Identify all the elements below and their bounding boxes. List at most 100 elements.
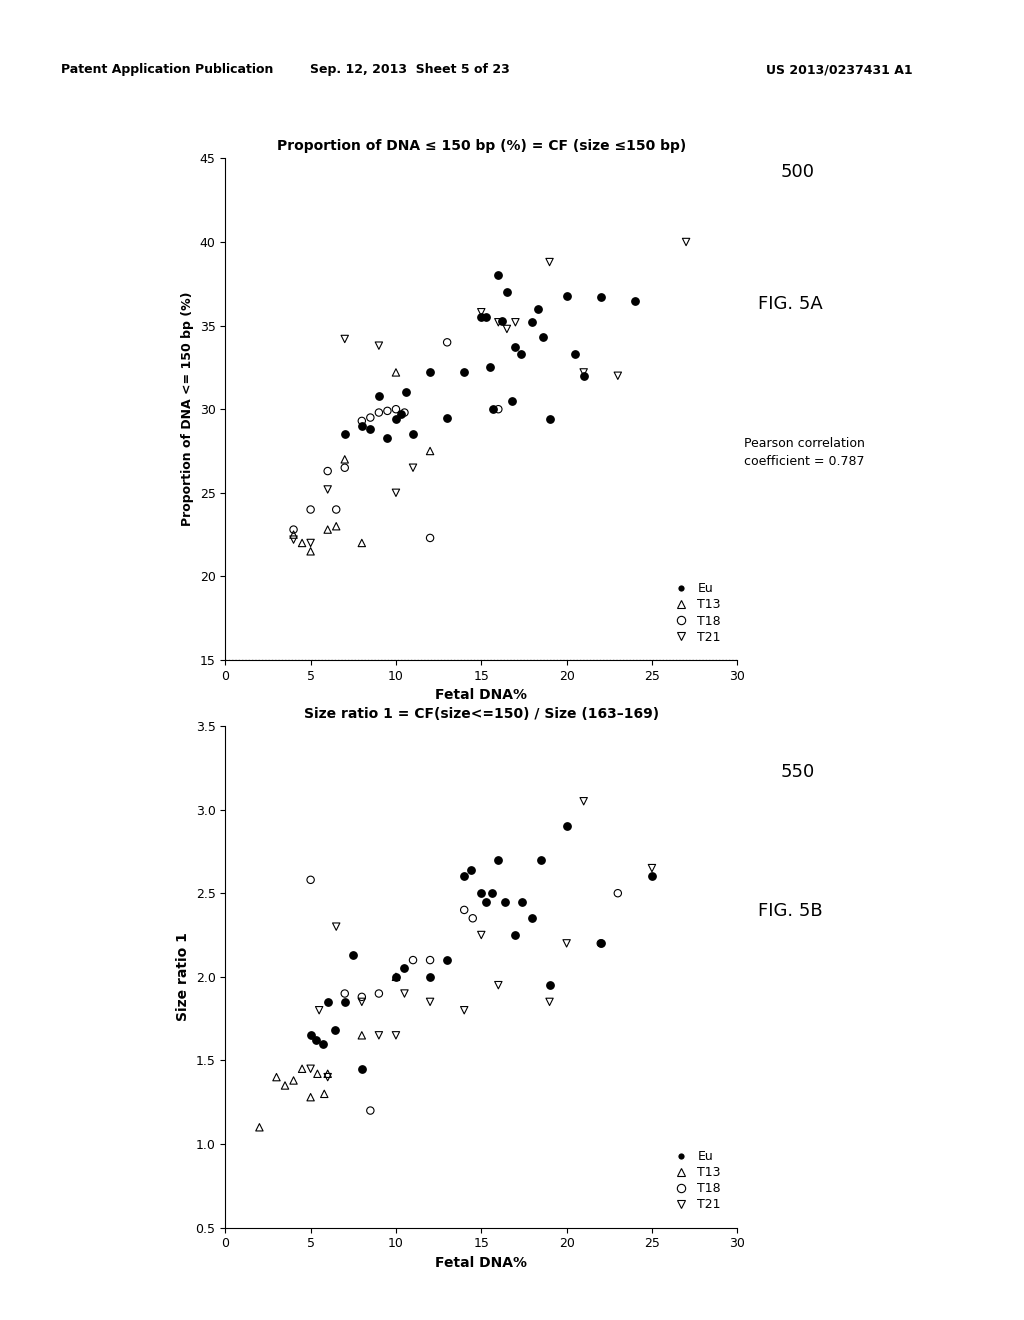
Point xyxy=(371,385,387,407)
Point xyxy=(319,1063,336,1084)
Point xyxy=(507,924,523,945)
Text: FIG. 5B: FIG. 5B xyxy=(758,902,822,920)
Point xyxy=(422,966,438,987)
Point xyxy=(371,983,387,1005)
Point xyxy=(353,1059,370,1080)
Text: Pearson correlation
coefficient = 0.787: Pearson correlation coefficient = 0.787 xyxy=(744,437,865,469)
Point xyxy=(353,411,370,432)
Point xyxy=(609,883,626,904)
Point xyxy=(542,409,558,430)
X-axis label: Fetal DNA%: Fetal DNA% xyxy=(435,688,527,702)
Point xyxy=(575,362,592,383)
Point xyxy=(463,859,479,880)
Point xyxy=(490,399,507,420)
Point xyxy=(371,1024,387,1045)
Point xyxy=(465,908,481,929)
Point xyxy=(439,949,456,970)
Point xyxy=(371,335,387,356)
Point xyxy=(337,424,353,445)
Point xyxy=(294,532,310,553)
Point xyxy=(388,482,404,503)
Point xyxy=(678,231,694,252)
Point xyxy=(422,441,438,462)
Point xyxy=(499,318,515,339)
Point xyxy=(439,331,456,352)
Point xyxy=(494,310,510,331)
Point xyxy=(396,403,413,424)
Text: 550: 550 xyxy=(780,763,814,781)
Point xyxy=(398,381,415,403)
Text: FIG. 5A: FIG. 5A xyxy=(758,294,822,313)
Title: Size ratio 1 = CF(size<=150) / Size (163–169): Size ratio 1 = CF(size<=150) / Size (163… xyxy=(304,706,658,721)
Point xyxy=(542,252,558,273)
Point xyxy=(302,1059,318,1080)
Text: 500: 500 xyxy=(780,162,814,181)
Point xyxy=(388,362,404,383)
Point xyxy=(251,1117,267,1138)
Point xyxy=(575,791,592,812)
Point xyxy=(353,1024,370,1045)
Text: US 2013/0237431 A1: US 2013/0237431 A1 xyxy=(766,63,913,77)
Point xyxy=(485,399,502,420)
Point xyxy=(388,966,404,987)
Point xyxy=(388,409,404,430)
Point xyxy=(379,428,395,449)
Point xyxy=(319,519,336,540)
Point xyxy=(353,991,370,1012)
Point xyxy=(307,1030,324,1051)
Point xyxy=(490,974,507,995)
Point xyxy=(337,457,353,478)
Point xyxy=(404,424,421,445)
Point xyxy=(286,1071,302,1092)
Point xyxy=(294,1059,310,1080)
Point xyxy=(490,265,507,286)
Point xyxy=(422,991,438,1012)
Point xyxy=(567,343,584,364)
Point xyxy=(532,849,549,870)
Point xyxy=(396,958,413,979)
Point xyxy=(314,1034,331,1055)
Point xyxy=(286,524,302,545)
Point xyxy=(302,870,318,891)
Point xyxy=(456,999,472,1020)
Point xyxy=(644,866,660,887)
Point xyxy=(327,1020,343,1041)
Point xyxy=(524,312,541,333)
Point xyxy=(478,891,495,912)
Point xyxy=(328,916,344,937)
Point xyxy=(593,286,609,308)
Point xyxy=(478,306,495,327)
Point xyxy=(319,479,336,500)
Point xyxy=(337,329,353,350)
Legend: Eu, T13, T18, T21: Eu, T13, T18, T21 xyxy=(664,577,726,648)
Point xyxy=(328,516,344,537)
Point xyxy=(302,1086,318,1107)
Point xyxy=(362,407,379,428)
Point xyxy=(276,1074,293,1096)
Point xyxy=(593,933,609,954)
Point xyxy=(504,391,520,412)
Point xyxy=(422,528,438,549)
Point xyxy=(514,891,530,912)
Point xyxy=(319,991,336,1012)
Point xyxy=(302,541,318,562)
Point xyxy=(524,908,541,929)
Point xyxy=(422,362,438,383)
Point xyxy=(379,400,395,421)
Point xyxy=(439,407,456,428)
Point xyxy=(353,986,370,1007)
Point xyxy=(507,312,523,333)
Point xyxy=(512,343,528,364)
Point xyxy=(286,519,302,540)
Point xyxy=(558,933,574,954)
Point xyxy=(337,983,353,1005)
Point xyxy=(388,399,404,420)
Point xyxy=(362,418,379,440)
Point xyxy=(371,403,387,424)
Point xyxy=(473,306,489,327)
Point xyxy=(558,285,574,306)
Point xyxy=(542,991,558,1012)
Title: Proportion of DNA ≤ 150 bp (%) = CF (size ≤150 bp): Proportion of DNA ≤ 150 bp (%) = CF (siz… xyxy=(276,139,686,153)
Point xyxy=(456,866,472,887)
Point xyxy=(490,849,507,870)
